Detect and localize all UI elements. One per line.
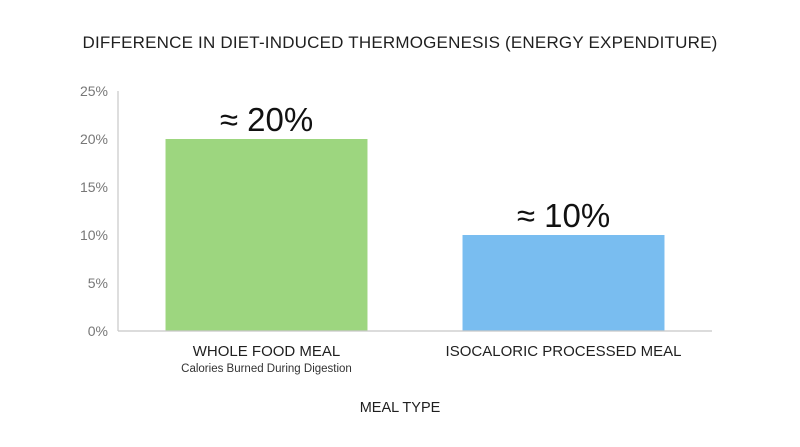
x-tick-sublabel: Calories Burned During Digestion [181,363,352,375]
y-tick-label: 10% [80,227,108,243]
y-tick-label: 0% [88,323,108,339]
x-axis-label: MEAL TYPE [360,400,441,416]
chart-title: DIFFERENCE IN DIET-INDUCED THERMOGENESIS… [83,33,718,52]
y-tick-label: 20% [80,131,108,147]
y-axis: 0% 5% 10% 15% 20% 25% [80,83,119,339]
x-tick-label: ISOCALORIC PROCESSED MEAL [446,343,682,360]
y-tick-label: 5% [88,275,108,291]
bar-data-label: ≈ 20% [220,101,313,138]
bar [165,139,368,331]
bar-data-label: ≈ 10% [517,197,610,234]
x-axis: WHOLE FOOD MEAL Calories Burned During Di… [118,330,712,375]
bar [462,235,665,331]
y-tick-label: 25% [80,83,108,99]
x-tick-label: WHOLE FOOD MEAL [193,343,341,360]
y-tick-label: 15% [80,179,108,195]
bars: ≈ 20% ≈ 10% [165,101,665,331]
